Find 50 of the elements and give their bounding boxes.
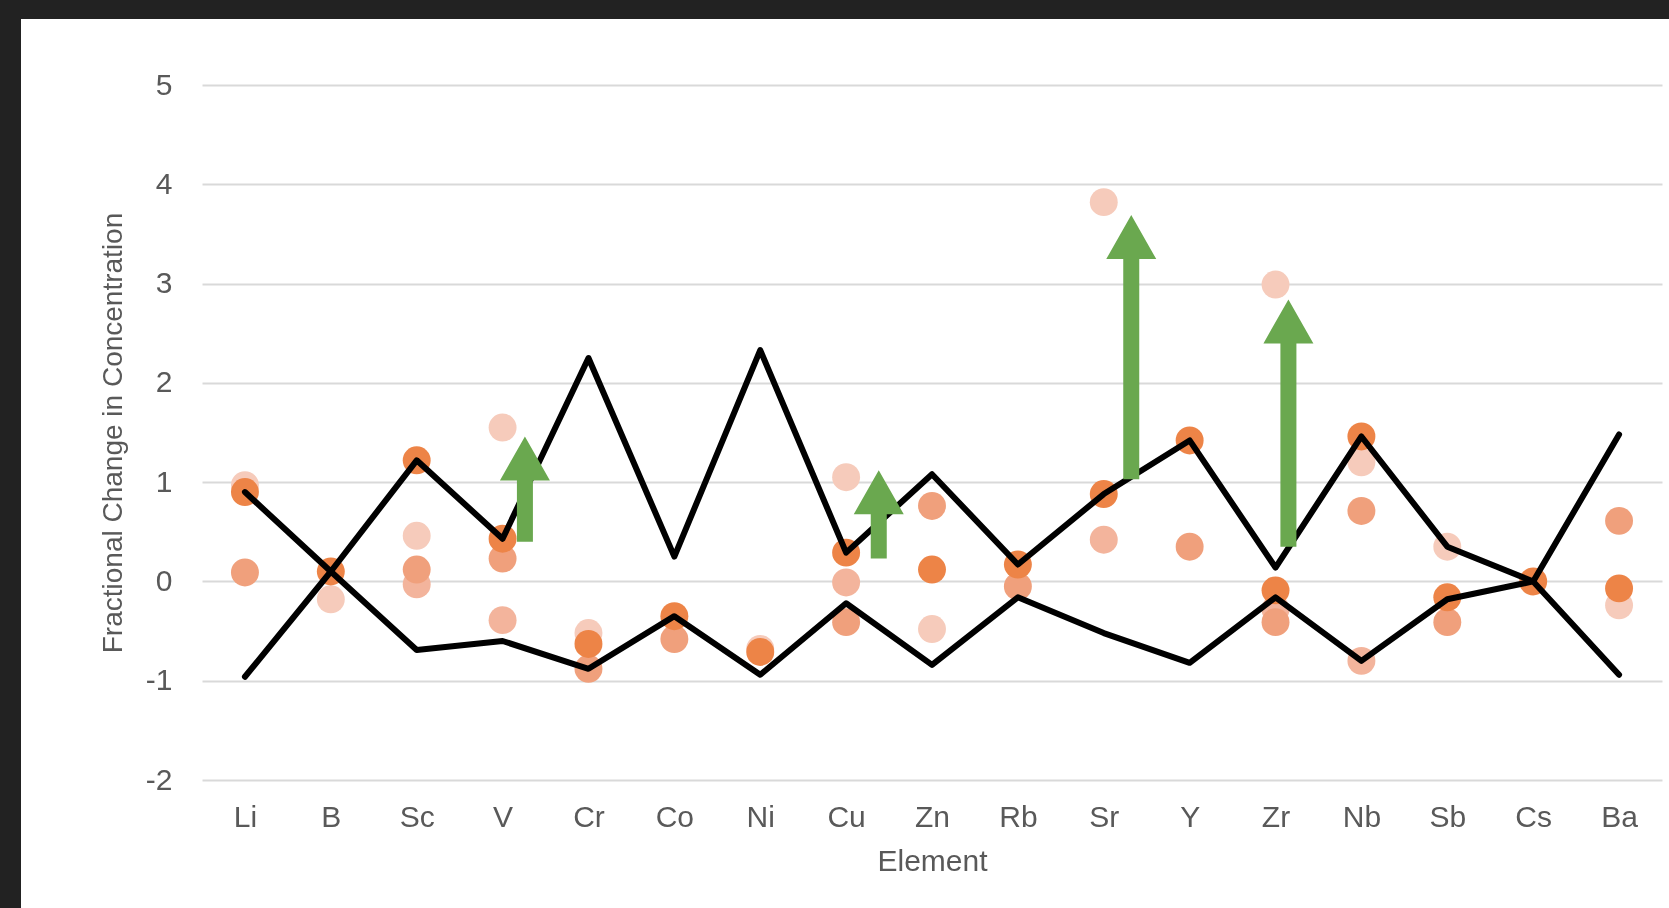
x-tick-label: Sb (1429, 799, 1467, 833)
x-tick-label: Zn (914, 799, 951, 833)
point (488, 606, 517, 635)
x-tick-label: Zr (1261, 799, 1291, 833)
y-tick-label: 2 (155, 365, 173, 399)
y-tick-label: 1 (155, 464, 173, 498)
x-tick-label: Cs (1515, 799, 1553, 833)
point (832, 568, 861, 597)
point (402, 521, 431, 550)
x-tick-label: Sr (1089, 799, 1120, 833)
point (918, 555, 946, 584)
point (1261, 270, 1290, 299)
point (402, 555, 431, 584)
point (488, 413, 517, 442)
point (574, 630, 603, 658)
y-tick-label: -1 (145, 663, 173, 697)
y-tick-label: 3 (155, 266, 173, 300)
point (1261, 608, 1290, 637)
point (832, 608, 861, 637)
x-tick-label: Cu (827, 799, 866, 833)
point (316, 585, 345, 614)
y-tick-label: -2 (145, 762, 173, 796)
point (1433, 608, 1462, 637)
point (918, 615, 946, 644)
point (918, 492, 946, 520)
point (230, 558, 259, 587)
point (1089, 188, 1118, 217)
point (1347, 497, 1376, 525)
x-tick-label: Co (655, 799, 695, 833)
point (1605, 506, 1634, 535)
y-tick-label: 0 (155, 563, 173, 597)
x-tick-label: Cr (573, 799, 605, 833)
x-tick-label: Ba (1601, 799, 1639, 833)
x-tick-label: B (321, 799, 342, 833)
y-tick-label: 4 (155, 166, 173, 200)
point (832, 463, 861, 492)
point (660, 625, 689, 653)
x-tick-label: Rb (999, 799, 1038, 833)
x-tick-label: Nb (1342, 799, 1382, 833)
x-tick-label: Ni (746, 799, 775, 833)
x-tick-label: Li (233, 799, 258, 833)
y-tick-label: 5 (155, 67, 173, 101)
point (1175, 532, 1204, 561)
point (1089, 525, 1118, 554)
y-axis-title: Fractional Change in Concentration (96, 212, 128, 654)
x-tick-label: Sc (399, 799, 435, 833)
point (1605, 574, 1634, 603)
x-tick-label: V (493, 799, 514, 833)
x-tick-label: Y (1180, 799, 1201, 833)
x-axis-title: Element (877, 843, 989, 877)
